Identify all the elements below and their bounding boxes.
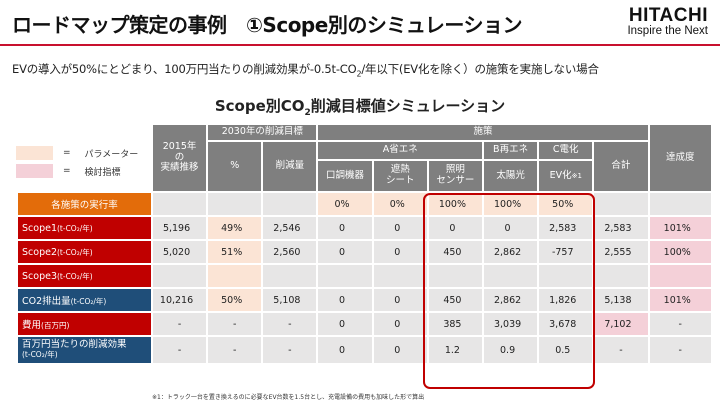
row-label-effect: 百万円当たりの削減効果 (t-CO₂/年)	[18, 337, 151, 363]
scenario-description: EVの導入が50%にとどまり、100万円当たりの削減効果が-0.5t-CO2/年…	[12, 62, 599, 79]
header-pct: %	[208, 142, 262, 191]
logo-wordmark: HITACHI	[628, 5, 708, 26]
header-lighting-sensor: 照明 センサー	[428, 161, 482, 191]
header-measures: 施策	[318, 125, 648, 140]
table-row: Scope3(t-CO₂/年)	[18, 265, 711, 287]
hitachi-logo: HITACHI Inspire the Next	[627, 6, 708, 38]
page-title: ロードマップ策定の事例 ①Scope別のシミュレーション	[12, 13, 523, 37]
header-group-a: A省エネ	[318, 142, 482, 159]
row-label-scope2: Scope2(t-CO₂/年)	[18, 241, 151, 263]
table-row: 費用(百万円) - - - 0 0 385 3,039 3,678 7,102 …	[18, 313, 711, 335]
table-title: Scope別CO2削減目標値シミュレーション	[214, 97, 506, 118]
table-row: Scope2(t-CO₂/年) 5,020 51% 2,560 0 0 450 …	[18, 241, 711, 263]
table-row: Scope1(t-CO₂/年) 5,196 49% 2,546 0 0 0 0 …	[18, 217, 711, 239]
header-2015: 2015年の実績推移	[152, 125, 207, 191]
header-blank	[18, 125, 151, 191]
footnote: ※1：トラック一台を置き換えるのに必要なEV台数を1.5台とし、充電設備の費用も…	[152, 394, 425, 401]
header-aircon: 口調機器	[318, 161, 372, 191]
header-achievement: 達成度	[649, 125, 711, 191]
legend-swatch-review	[16, 164, 53, 178]
row-label-impl: 各施策の実行率	[18, 193, 151, 215]
legend-label-review: 検討指標	[84, 167, 121, 178]
table-row: 各施策の実行率 0% 0% 100% 100% 50%	[18, 193, 711, 215]
table-row: 百万円当たりの削減効果 (t-CO₂/年) - - - 0 0 1.2 0.9 0…	[18, 337, 711, 363]
row-label-scope3: Scope3(t-CO₂/年)	[18, 265, 151, 287]
header-total: 合計	[594, 142, 648, 191]
legend-swatch-parameter	[16, 146, 53, 160]
header-divider	[0, 44, 720, 46]
header-shield-sheet: 遮熱 シート	[373, 161, 427, 191]
header-group-c: C電化	[539, 142, 593, 159]
legend-review: = 検討指標	[16, 164, 121, 178]
row-label-cost: 費用(百万円)	[18, 313, 151, 335]
header-2030-target: 2030年の削減目標	[208, 125, 317, 140]
header-reduction: 削減量	[263, 142, 317, 191]
logo-tagline: Inspire the Next	[627, 25, 708, 37]
row-label-co2: CO2排出量(t-CO₂/年)	[18, 289, 151, 311]
legend-label-parameter: パラメーター	[84, 149, 139, 160]
header-ev: EV化※1	[539, 161, 593, 191]
table-row: CO2排出量(t-CO₂/年) 10,216 50% 5,108 0 0 450…	[18, 289, 711, 311]
header-group-b: B再エネ	[483, 142, 538, 159]
legend-parameter: = パラメーター	[16, 146, 138, 160]
simulation-table: 2015年の実績推移 2030年の削減目標 施策 達成度 % 削減量 A省エネ …	[16, 123, 713, 365]
row-label-scope1: Scope1(t-CO₂/年)	[18, 217, 151, 239]
header-solar: 太陽光	[483, 161, 538, 191]
